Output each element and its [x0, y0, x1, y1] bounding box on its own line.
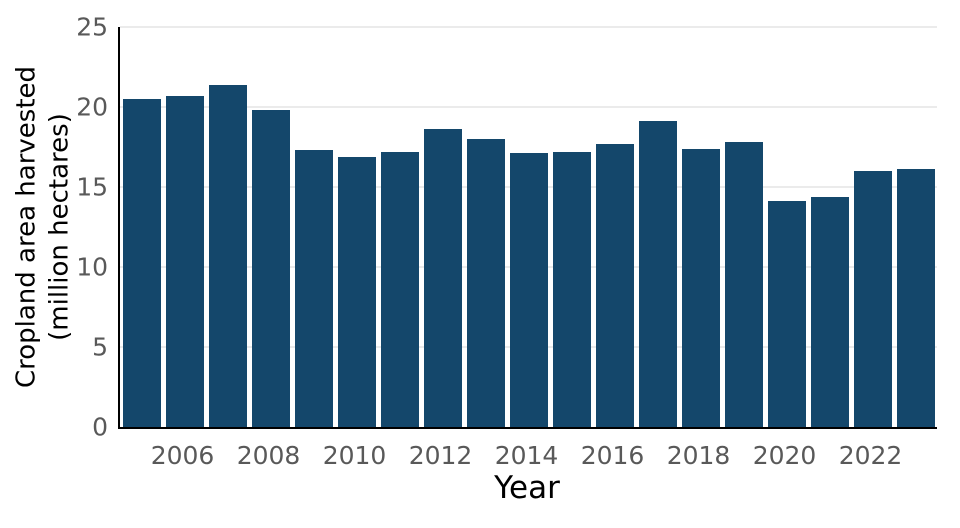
x-tick-label-2020: 2020 — [752, 441, 817, 470]
bar-slot-2011 — [378, 27, 421, 427]
bar-2008 — [251, 110, 290, 427]
bar-series — [120, 27, 937, 427]
bar-2014 — [509, 153, 548, 427]
bar-slot-2006 — [163, 27, 206, 427]
bar-2018 — [681, 148, 720, 427]
x-tick-label-2014: 2014 — [494, 441, 559, 470]
bar-slot-2021 — [808, 27, 851, 427]
bar-2006 — [165, 95, 204, 427]
bar-slot-2017 — [636, 27, 679, 427]
bar-slot-2019 — [722, 27, 765, 427]
y-axis-title-line1: Cropland area harvested — [11, 65, 42, 389]
x-tick-label-2016: 2016 — [580, 441, 645, 470]
y-tick-label-15: 15 — [76, 172, 108, 202]
x-axis-title: Year — [494, 470, 560, 506]
bar-slot-2015 — [550, 27, 593, 427]
y-tick-label-10: 10 — [76, 252, 108, 282]
bar-2021 — [810, 196, 849, 427]
y-axis-title-line2: (million hectares) — [44, 113, 74, 341]
bar-slot-2020 — [765, 27, 808, 427]
gridline-y-20 — [120, 106, 937, 108]
bar-2023 — [896, 169, 935, 427]
bar-2013 — [466, 139, 505, 427]
x-tick-label-2010: 2010 — [322, 441, 387, 470]
bar-2011 — [380, 151, 419, 427]
plot-area — [118, 26, 937, 429]
bar-slot-2022 — [851, 27, 894, 427]
bar-2009 — [294, 150, 333, 427]
bar-slot-2014 — [507, 27, 550, 427]
bar-slot-2009 — [292, 27, 335, 427]
bar-slot-2013 — [464, 27, 507, 427]
x-tick-label-2006: 2006 — [150, 441, 215, 470]
bar-2010 — [337, 156, 376, 427]
bar-slot-2005 — [120, 27, 163, 427]
bar-slot-2010 — [335, 27, 378, 427]
bar-2016 — [595, 143, 634, 427]
bar-2007 — [208, 84, 247, 427]
x-tick-label-2022: 2022 — [838, 441, 903, 470]
bar-2017 — [638, 121, 677, 427]
bar-2012 — [423, 129, 462, 427]
x-tick-label-2008: 2008 — [236, 441, 301, 470]
bar-slot-2007 — [206, 27, 249, 427]
y-tick-label-0: 0 — [92, 412, 108, 442]
bar-2022 — [853, 171, 892, 427]
y-tick-label-20: 20 — [76, 92, 108, 122]
x-tick-label-2012: 2012 — [408, 441, 473, 470]
bar-slot-2016 — [593, 27, 636, 427]
y-axis-title: Cropland area harvested (million hectare… — [11, 66, 76, 388]
bar-2005 — [122, 99, 161, 427]
x-tick-label-2018: 2018 — [666, 441, 731, 470]
y-tick-label-25: 25 — [76, 12, 108, 42]
y-tick-label-5: 5 — [92, 332, 108, 362]
bar-2020 — [767, 201, 806, 427]
gridline-y-25 — [120, 26, 937, 28]
bar-slot-2023 — [894, 27, 937, 427]
bar-2019 — [724, 142, 763, 427]
bar-slot-2018 — [679, 27, 722, 427]
bar-slot-2008 — [249, 27, 292, 427]
bar-slot-2012 — [421, 27, 464, 427]
bar-2015 — [552, 151, 591, 427]
